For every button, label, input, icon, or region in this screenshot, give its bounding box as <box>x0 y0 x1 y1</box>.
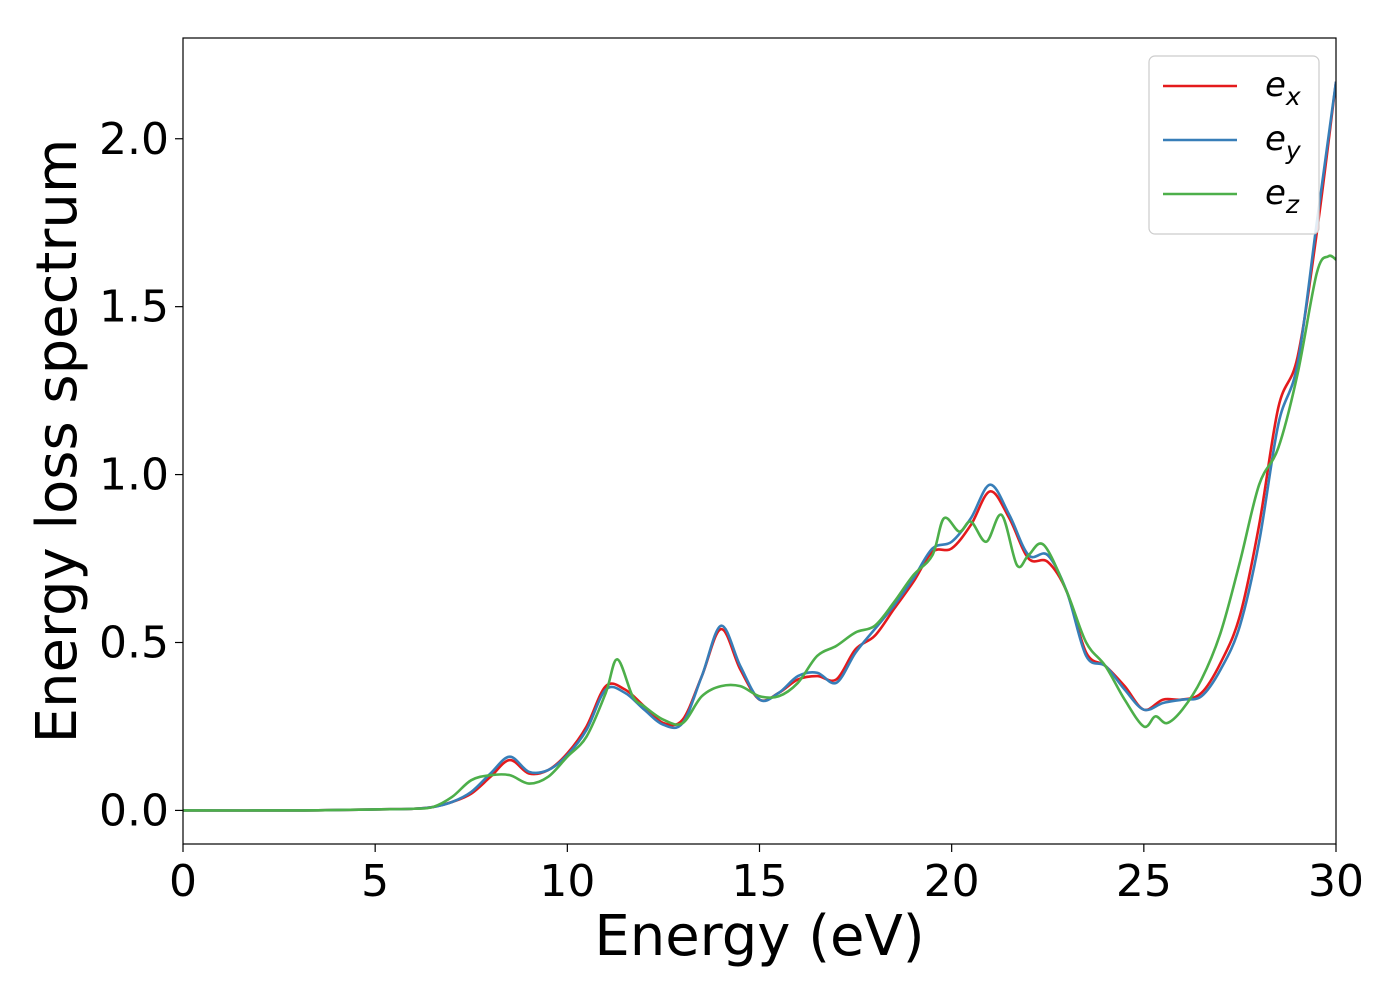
y-tick-label: 1.5 <box>99 282 169 333</box>
y-axis-label: Energy loss spectrum <box>25 139 90 744</box>
series-line-ez <box>183 254 1336 812</box>
y-tick-label: 0.0 <box>99 785 169 836</box>
x-tick-label: 30 <box>1308 856 1364 907</box>
legend-label-ex: ex <box>1265 65 1301 111</box>
x-tick-label: 15 <box>732 856 788 907</box>
x-tick-label: 0 <box>169 856 197 907</box>
legend-box <box>1148 55 1320 235</box>
x-axis-label: Energy (eV) <box>594 904 924 969</box>
series-layer <box>183 81 1336 812</box>
y-tick-label: 1.0 <box>99 450 169 501</box>
tick-layer: 0 5 10 15 20 25 30 0.0 0.5 1.0 1.5 2.0 <box>99 114 1364 907</box>
series-line-ey <box>183 81 1336 812</box>
x-tick-label: 10 <box>539 856 595 907</box>
x-tick-label: 20 <box>924 856 980 907</box>
x-tick-label: 25 <box>1116 856 1172 907</box>
legend-label-ey: ey <box>1265 119 1302 165</box>
y-tick-label: 0.5 <box>99 618 169 669</box>
series-line-ex <box>183 81 1336 812</box>
x-tick-label: 5 <box>361 856 389 907</box>
y-tick-label: 2.0 <box>99 114 169 165</box>
